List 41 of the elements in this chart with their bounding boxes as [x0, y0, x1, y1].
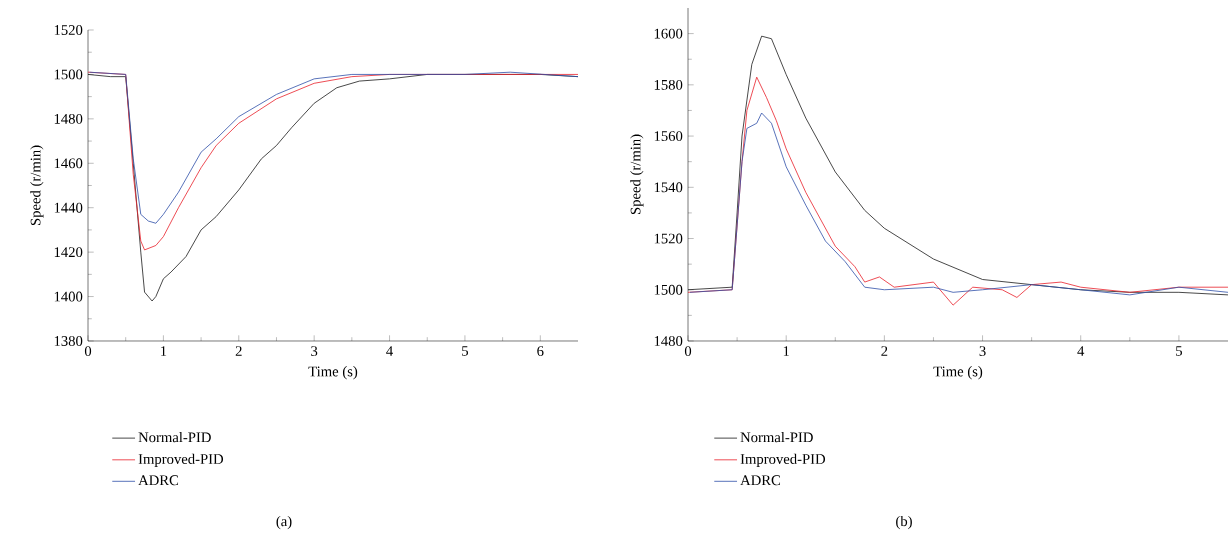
y-tick-label: 1500 [654, 284, 683, 295]
legend-label: ADRC [138, 475, 179, 486]
y-tick-label: 1520 [54, 25, 83, 35]
y-tick-label: 1480 [654, 336, 683, 346]
y-tick-label: 1480 [54, 113, 83, 124]
y-tick-label: 1520 [654, 233, 683, 244]
x-tick-label: 4 [386, 346, 393, 356]
x-tick-label: 5 [462, 346, 469, 356]
y-tick-label: 1440 [54, 202, 83, 213]
x-tick-label: 1 [783, 346, 789, 356]
x-tick-label: 3 [311, 346, 318, 356]
y-tick-label: 1460 [54, 158, 83, 169]
legend-label: Normal-PID [740, 431, 813, 443]
y-tick-label: 1600 [654, 28, 683, 39]
y-tick-label: 1500 [54, 69, 83, 80]
x-tick-label: 0 [84, 346, 92, 357]
x-tick-label: 2 [235, 346, 242, 356]
y-tick-label: 1380 [54, 336, 83, 346]
x-tick-label: 4 [1077, 346, 1085, 356]
y-tick-label: 1420 [54, 247, 83, 258]
legend-label: Normal-PID [138, 431, 211, 443]
line-series [689, 112, 1229, 296]
y-tick-label: 1560 [654, 131, 683, 142]
y-tick-label: 1400 [54, 291, 83, 302]
x-tick-label: 6 [537, 346, 544, 356]
y-axis-title: Speed (r/min) [30, 145, 44, 226]
x-tick-label: 1 [161, 346, 167, 356]
x-tick-label: 3 [979, 346, 986, 356]
x-tick-label: 0 [684, 346, 692, 357]
x-axis-title: Time (s) [308, 366, 358, 380]
legend-label: Improved-PID [138, 453, 224, 467]
x-tick-label: 5 [1176, 346, 1182, 356]
legend-label: ADRC [740, 475, 781, 486]
y-tick-label: 1540 [654, 182, 683, 193]
y-tick-label: 1580 [654, 79, 683, 90]
x-axis-title: Time (s) [933, 366, 983, 380]
text: (b) [896, 515, 912, 530]
y-axis-title: Speed (r/min) [630, 134, 644, 215]
legend-label: Improved-PID [740, 453, 826, 467]
x-tick-label: 2 [881, 346, 888, 356]
text: (a) [276, 515, 292, 530]
